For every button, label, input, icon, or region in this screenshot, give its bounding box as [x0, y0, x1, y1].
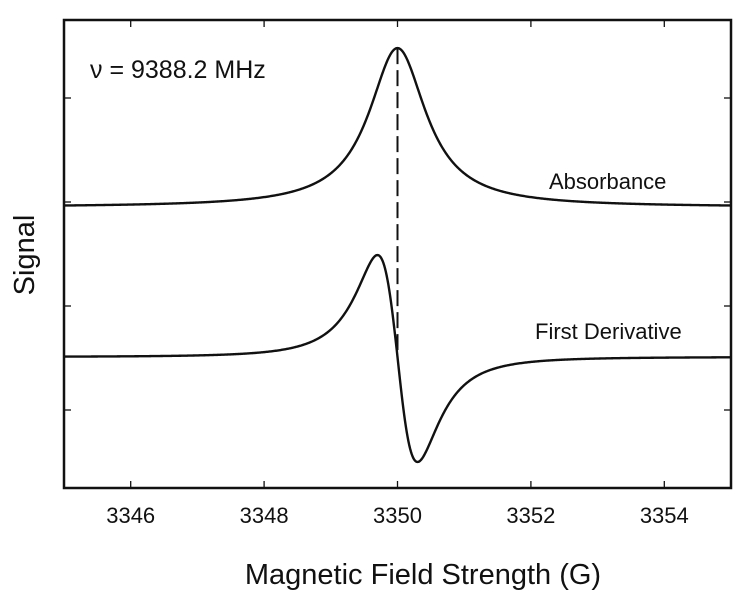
x-tick-label: 3352 — [506, 503, 555, 528]
x-tick-label: 3350 — [373, 503, 422, 528]
x-tick-label: 3354 — [640, 503, 689, 528]
absorbance-label: Absorbance — [549, 169, 666, 194]
x-axis-title: Magnetic Field Strength (G) — [245, 559, 601, 591]
first-derivative-curve — [63, 253, 732, 464]
x-tick-label: 3346 — [106, 503, 155, 528]
x-tick-labels: 3346 3348 3350 3352 3354 — [106, 503, 689, 528]
y-axis-title: Signal — [9, 215, 41, 296]
x-tick-label: 3348 — [240, 503, 289, 528]
first-derivative-label: First Derivative — [535, 319, 682, 344]
frequency-annotation: ν = 9388.2 MHz — [90, 56, 266, 84]
ticks — [64, 20, 731, 488]
